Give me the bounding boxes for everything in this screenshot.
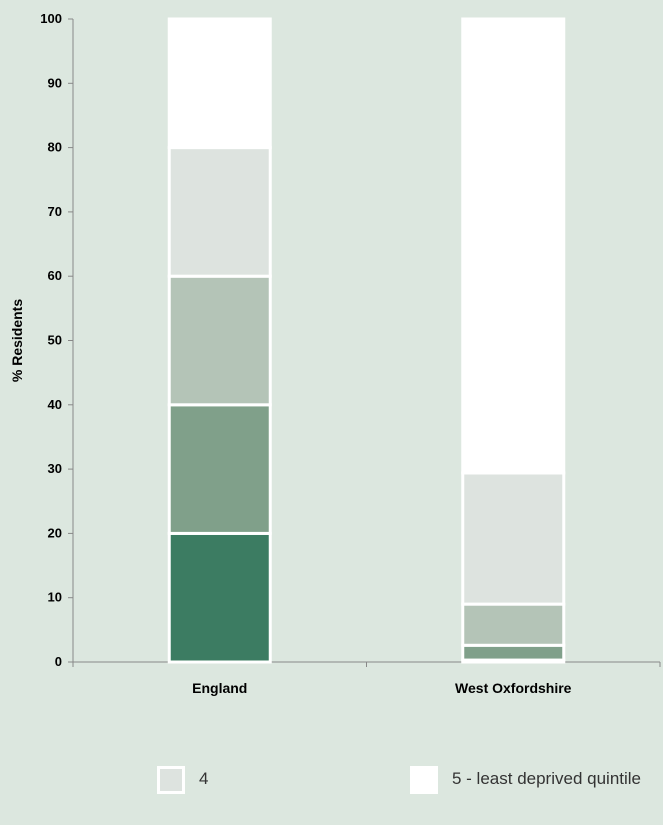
y-tick-label: 40 (48, 397, 62, 412)
bar-segment (461, 643, 566, 662)
y-tick-label: 20 (48, 525, 62, 540)
bar-segment (167, 531, 272, 664)
bar-segment (167, 17, 272, 150)
y-axis-label: % Residents (9, 299, 25, 382)
legend-swatch-5 (410, 766, 438, 794)
bar-segment (167, 146, 272, 278)
legend-label-4: 4 (199, 769, 209, 788)
y-tick-label: 90 (48, 75, 62, 90)
bar-segment (461, 602, 566, 647)
legend-item-5: 5 - least deprived quintile (410, 766, 662, 794)
y-tick-label: 80 (48, 140, 62, 155)
bar-segment (167, 403, 272, 535)
y-tick-label: 50 (48, 333, 62, 348)
y-tick-label: 30 (48, 461, 62, 476)
legend-item-4: 4 (157, 766, 208, 794)
legend-swatch-4 (157, 766, 185, 794)
bar-segment (167, 274, 272, 407)
y-tick-label: 0 (55, 654, 62, 669)
bar-segment (461, 471, 566, 606)
legend-label-5: 5 - least deprived quintile (452, 769, 642, 788)
y-tick-label: 10 (48, 590, 62, 605)
x-tick-label: West Oxfordshire (455, 680, 572, 696)
y-tick-label: 100 (40, 11, 62, 26)
x-tick-label: England (192, 680, 247, 696)
bar-segment (461, 17, 566, 475)
y-tick-label: 60 (48, 268, 62, 283)
stacked-bar-chart: 0 10 20 30 40 50 60 70 80 90 100 % Residents England… (9, 11, 661, 696)
y-tick-label: 70 (48, 204, 62, 219)
